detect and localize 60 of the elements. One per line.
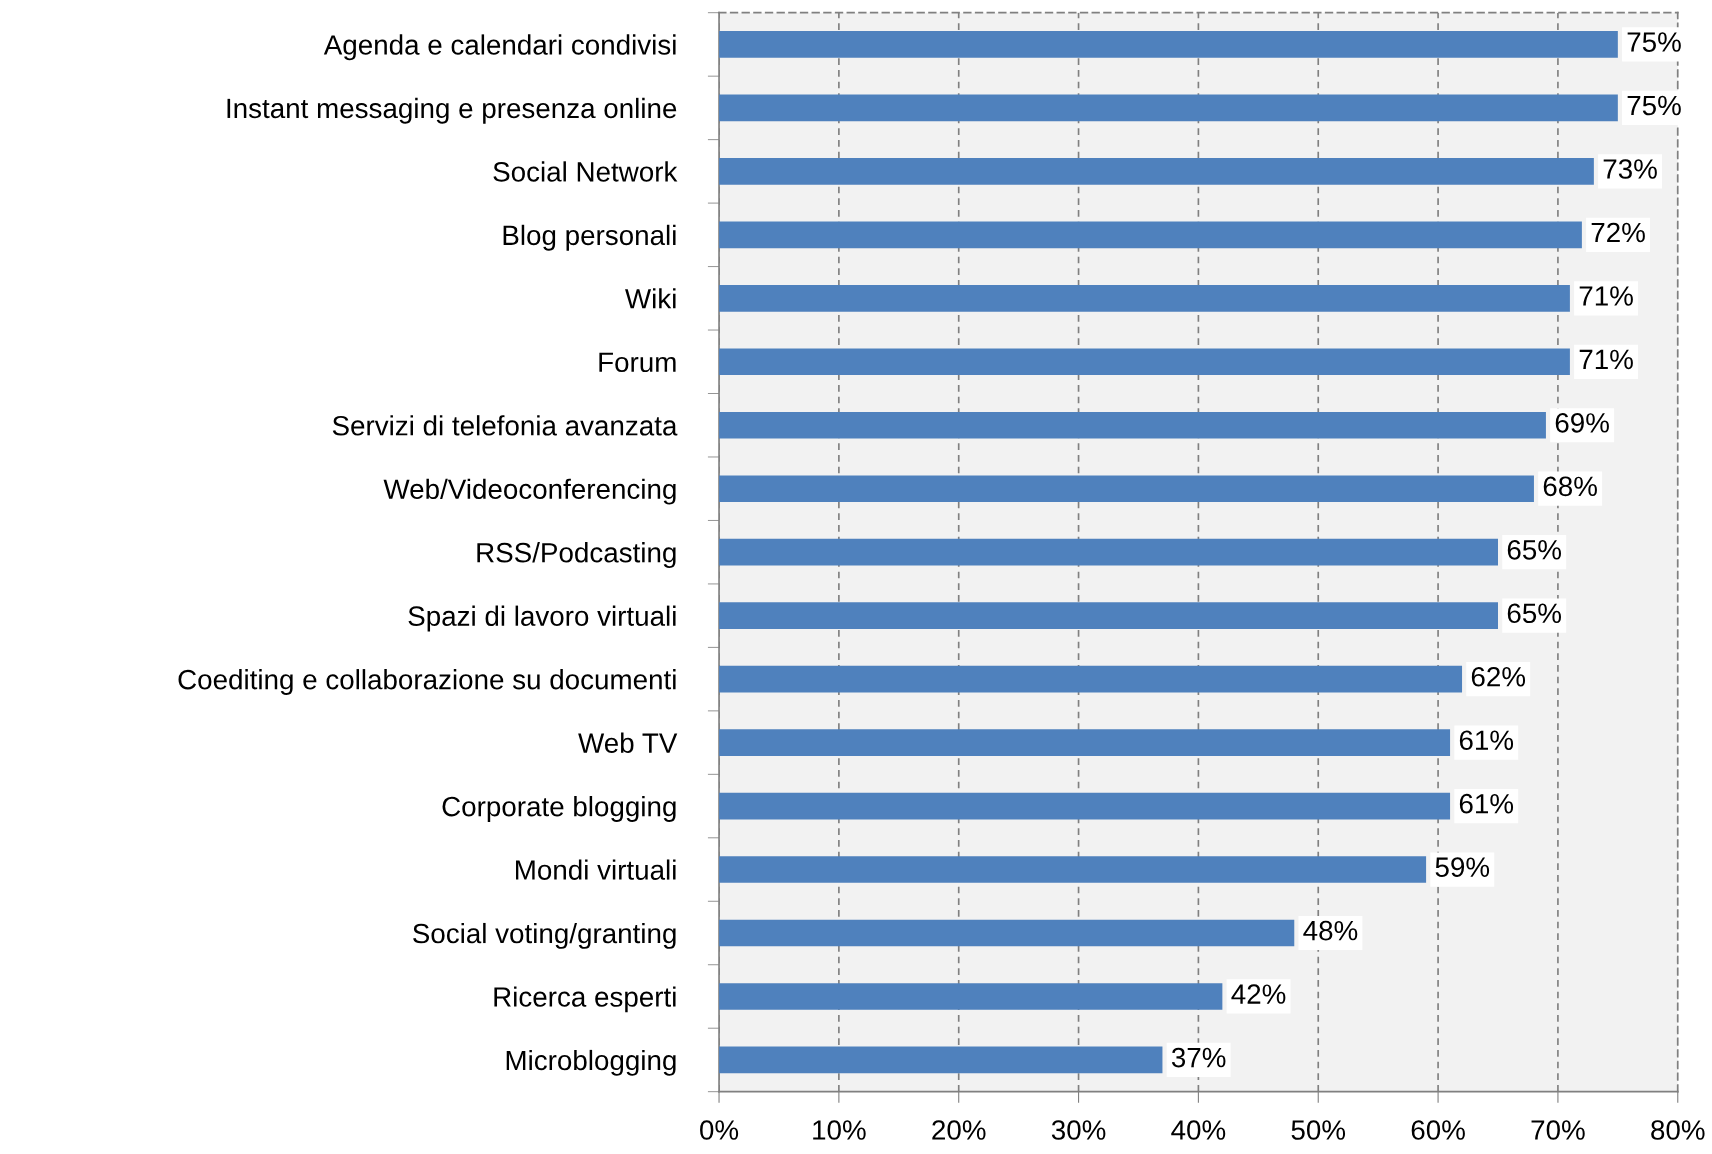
y-tick-label: Agenda e calendari condivisi — [323, 34, 676, 61]
bar — [719, 919, 1295, 947]
data-label: 75% — [1627, 95, 1681, 116]
bar — [719, 475, 1534, 503]
bar — [719, 158, 1594, 185]
bar — [719, 411, 1546, 439]
y-tick-label: RSS/Podcasting — [477, 542, 676, 569]
bar — [719, 538, 1498, 566]
data-label: 42% — [1231, 984, 1286, 1004]
data-label: 61% — [1459, 793, 1514, 814]
y-tick-label: Spazi di lavoro virtuali — [408, 605, 676, 632]
y-tick-label: Servizi di telefonia avanzata — [332, 415, 678, 436]
y-tick-label: Social voting/granting — [413, 922, 676, 949]
bar — [719, 665, 1463, 693]
x-tick-label: 10% — [813, 1120, 866, 1140]
y-tick-label: Ricerca esperti — [494, 986, 676, 1013]
data-label: 37% — [1171, 1047, 1226, 1068]
data-label: 71% — [1579, 349, 1633, 370]
y-tick-label: Forum — [599, 352, 676, 373]
x-tick-label: 0% — [700, 1120, 739, 1140]
bar — [719, 983, 1223, 1010]
y-tick-label: Mondi virtuali — [516, 859, 676, 880]
data-label: 65% — [1507, 603, 1561, 624]
bar — [719, 729, 1451, 756]
y-tick-label: Coediting e collaborazione su documenti — [178, 669, 676, 695]
data-label: 69% — [1555, 413, 1609, 433]
y-tick-label: Web TV — [578, 732, 678, 753]
y-tick-label: Corporate blogging — [442, 796, 676, 822]
y-tick-label: Blog personali — [503, 224, 676, 251]
bar — [719, 284, 1570, 312]
x-tick-label: 80% — [1651, 1120, 1705, 1140]
bar — [719, 1046, 1163, 1074]
bar — [719, 221, 1582, 249]
bar — [719, 602, 1498, 629]
data-label: 48% — [1303, 920, 1358, 941]
data-label: 62% — [1471, 666, 1526, 687]
data-label: 72% — [1591, 222, 1645, 243]
bar — [719, 856, 1427, 883]
x-tick-label: 50% — [1291, 1120, 1346, 1140]
bar — [719, 792, 1451, 820]
data-label: 59% — [1435, 857, 1490, 877]
data-label: 61% — [1459, 730, 1514, 751]
data-label: 71% — [1579, 286, 1633, 306]
y-tick-label: Social Network — [493, 161, 678, 182]
bar — [719, 94, 1618, 122]
data-label: 68% — [1543, 476, 1597, 497]
data-label: 75% — [1627, 32, 1681, 52]
x-tick-label: 30% — [1051, 1120, 1106, 1140]
x-tick-label: 60% — [1411, 1120, 1465, 1140]
data-label: 73% — [1603, 159, 1657, 179]
y-tick-label: Wiki — [625, 288, 676, 309]
bar — [719, 348, 1570, 376]
y-tick-label: Instant messaging e presenza online — [227, 97, 677, 124]
bar — [719, 31, 1618, 58]
x-tick-label: 40% — [1171, 1120, 1226, 1140]
y-tick-label: Web/Videoconferencing — [383, 478, 676, 505]
x-tick-label: 70% — [1531, 1120, 1585, 1140]
y-tick-label: Microblogging — [506, 1049, 676, 1076]
x-tick-label: 20% — [932, 1120, 986, 1140]
data-label: 65% — [1507, 539, 1561, 560]
